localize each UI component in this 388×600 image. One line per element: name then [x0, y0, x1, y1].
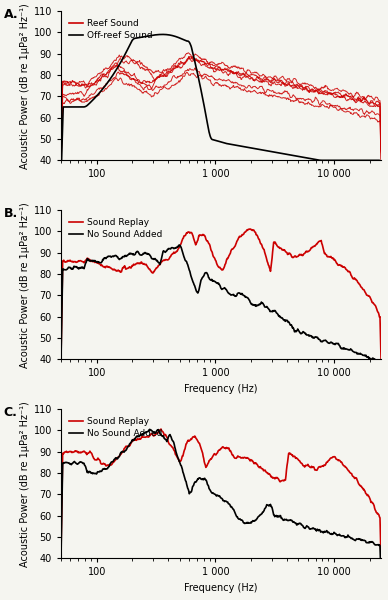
Y-axis label: Acoustic Power (dB re 1μPa² Hz⁻¹): Acoustic Power (dB re 1μPa² Hz⁻¹) [19, 3, 29, 169]
Y-axis label: Acoustic Power (dB re 1μPa² Hz⁻¹): Acoustic Power (dB re 1μPa² Hz⁻¹) [19, 202, 29, 368]
X-axis label: Frequency (Hz): Frequency (Hz) [184, 384, 258, 394]
Text: B.: B. [3, 207, 18, 220]
Legend: Sound Replay, No Sound Added: Sound Replay, No Sound Added [66, 413, 166, 442]
Text: C.: C. [3, 406, 17, 419]
Text: A.: A. [3, 8, 18, 21]
X-axis label: Frequency (Hz): Frequency (Hz) [184, 583, 258, 593]
Y-axis label: Acoustic Power (dB re 1μPa² Hz⁻¹): Acoustic Power (dB re 1μPa² Hz⁻¹) [19, 401, 29, 566]
Legend: Sound Replay, No Sound Added: Sound Replay, No Sound Added [66, 215, 166, 242]
Legend: Reef Sound, Off-reef Sound: Reef Sound, Off-reef Sound [66, 16, 156, 43]
